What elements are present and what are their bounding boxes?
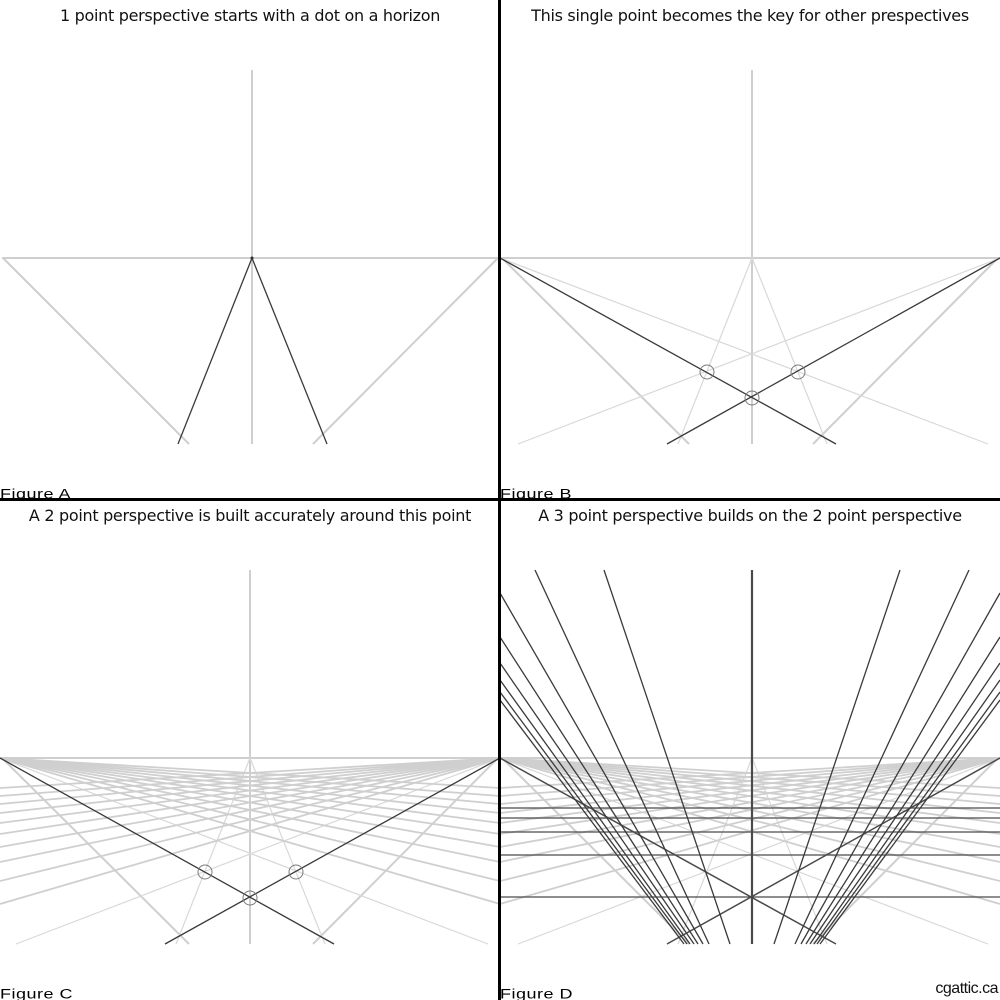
figure-b-title: This single point becomes the key for ot… [531, 6, 969, 25]
figure-b-diagram [500, 70, 1000, 445]
horizontal-divider [0, 498, 1000, 501]
figure-a-panel: 1 point perspective starts with a dot on… [0, 0, 500, 500]
figure-c-panel: A 2 point perspective is built accuratel… [0, 500, 500, 1000]
figure-d-label: Figure D [500, 986, 574, 1000]
credit-text: cgattic.ca [935, 980, 998, 997]
figure-d-title: A 3 point perspective builds on the 2 po… [538, 506, 962, 525]
figure-c-diagram [0, 570, 500, 945]
construction-circle [197, 864, 213, 880]
figure-b-label: Figure B [500, 486, 573, 500]
figure-d-panel: A 3 point perspective builds on the 2 po… [500, 500, 1000, 1000]
construction-circle [790, 364, 806, 380]
figure-d-diagram [500, 569, 1000, 945]
figure-a-label: Figure A [0, 486, 72, 500]
figure-a-diagram [2, 70, 499, 445]
vanishing-point-dot [250, 256, 254, 260]
construction-circle [242, 890, 258, 906]
figure-c-label: Figure C [0, 986, 74, 1000]
construction-circle [744, 390, 760, 406]
construction-circle [288, 864, 304, 880]
figure-c-title: A 2 point perspective is built accuratel… [28, 506, 472, 525]
figure-a-title: 1 point perspective starts with a dot on… [59, 6, 441, 25]
construction-circle [699, 364, 715, 380]
figure-b-panel: This single point becomes the key for ot… [500, 0, 1000, 500]
